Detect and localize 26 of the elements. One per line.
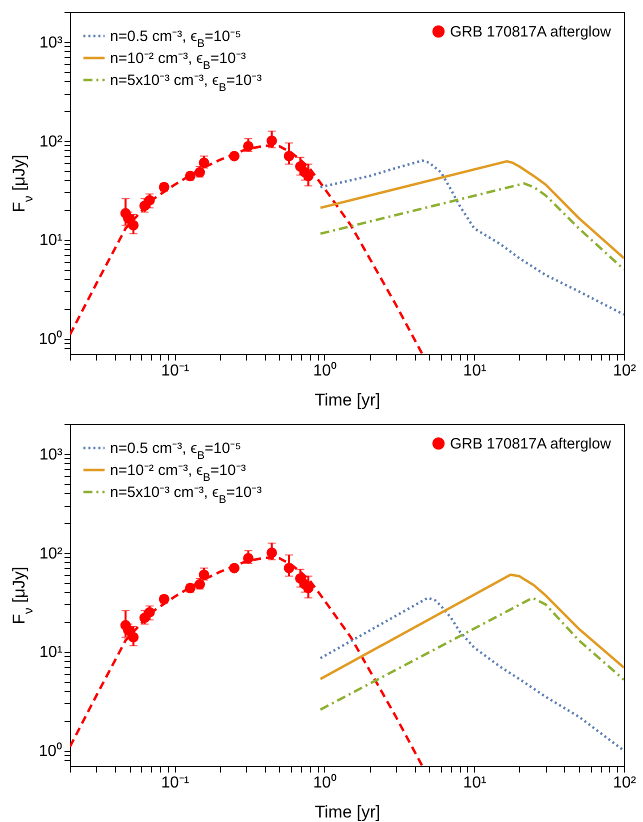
legend-label: n=10⁻² cm⁻³, ϵ$_{B}$=10⁻³ xyxy=(110,50,246,72)
x-tick-label: 10¹ xyxy=(463,362,486,380)
x-tick-label: 10² xyxy=(612,362,637,380)
x-tick-label: 10⁻¹ xyxy=(161,362,190,380)
x-axis-title: Time [yr] xyxy=(314,390,380,410)
legend-label: n=5x10⁻³ cm⁻³, ϵ$_{B}$=10⁻³ xyxy=(110,72,262,94)
legend-label: n=10⁻² cm⁻³, ϵ$_{B}$=10⁻³ xyxy=(110,462,246,484)
x-tick-label: 10² xyxy=(612,774,637,792)
x-tick-label: 10⁰ xyxy=(313,362,337,380)
y-tick-label: 10³ xyxy=(39,34,64,52)
y-tick-label: 10² xyxy=(39,545,64,562)
y-tick-label: 10⁰ xyxy=(38,330,62,348)
legend-label: GRB 170817A afterglow xyxy=(450,436,612,452)
legend-label: n=0.5 cm⁻³, ϵ$_{B}$=10⁻⁵ xyxy=(110,440,242,462)
y-tick-label: 10¹ xyxy=(39,232,62,250)
x-tick-label: 10⁰ xyxy=(313,774,337,792)
y-tick-label: 10¹ xyxy=(39,644,62,662)
y-tick-label: 10⁰ xyxy=(38,742,62,760)
y-tick-label: 10³ xyxy=(39,446,64,464)
legend-label: n=0.5 cm⁻³, ϵ$_{B}$=10⁻⁵ xyxy=(110,28,242,50)
x-tick-label: 10⁻¹ xyxy=(161,774,190,792)
legend-label: GRB 170817A afterglow xyxy=(450,24,612,40)
legend-label: n=5x10⁻³ cm⁻³, ϵ$_{B}$=10⁻³ xyxy=(110,484,262,506)
x-tick-label: 10¹ xyxy=(463,774,486,792)
y-tick-label: 10² xyxy=(39,133,64,150)
x-axis-title: Time [yr] xyxy=(314,802,380,822)
